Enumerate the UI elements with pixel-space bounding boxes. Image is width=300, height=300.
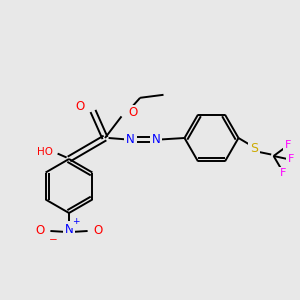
Text: HO: HO <box>38 147 53 158</box>
Text: F: F <box>285 140 291 150</box>
Text: O: O <box>93 224 102 238</box>
Text: N: N <box>126 133 135 146</box>
Text: F: F <box>280 168 286 178</box>
Text: O: O <box>75 100 85 113</box>
Text: N: N <box>64 223 74 236</box>
Text: +: + <box>72 218 79 226</box>
Text: O: O <box>36 224 45 238</box>
Text: S: S <box>250 142 258 155</box>
Text: −: − <box>48 235 57 245</box>
Text: O: O <box>128 106 137 119</box>
Text: F: F <box>288 154 294 164</box>
Text: N: N <box>152 133 160 146</box>
